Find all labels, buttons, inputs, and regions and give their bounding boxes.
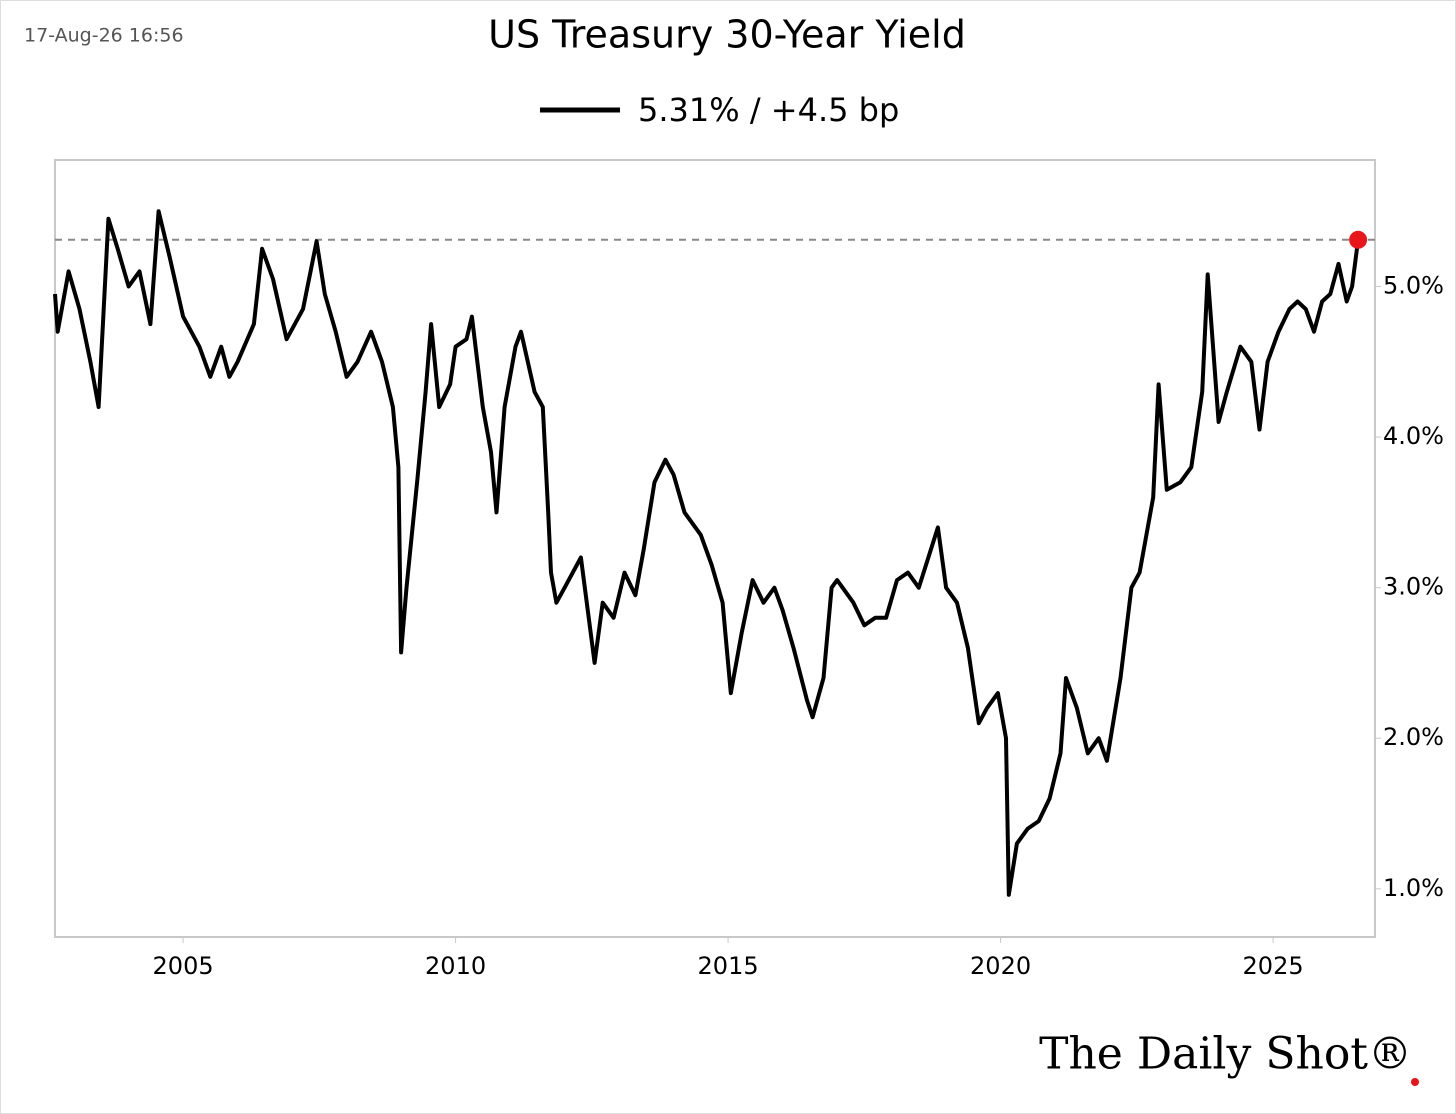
plot-border	[54, 159, 1376, 938]
series-line	[53, 209, 1361, 897]
x-tick-label: 2010	[425, 952, 486, 980]
y-tick-label: 5.0%	[1383, 271, 1444, 299]
y-tick-label: 1.0%	[1383, 874, 1444, 902]
y-tick-label: 3.0%	[1383, 573, 1444, 601]
x-tick-label: 2020	[970, 952, 1031, 980]
x-tick-label: 2025	[1243, 952, 1304, 980]
source-logo: The Daily Shot®	[1039, 1029, 1412, 1080]
legend-label: 5.31% / +4.5 bp	[638, 91, 899, 129]
end-marker	[1349, 230, 1368, 249]
y-tick-label: 2.0%	[1383, 723, 1444, 751]
y-tick-label: 4.0%	[1383, 422, 1444, 450]
timestamp: 17-Aug-26 16:56	[24, 25, 184, 47]
x-tick-label: 2015	[698, 952, 759, 980]
x-tick-label: 2005	[153, 952, 214, 980]
logo-dot	[1411, 1078, 1419, 1086]
chart-title: US Treasury 30-Year Yield	[488, 13, 966, 57]
